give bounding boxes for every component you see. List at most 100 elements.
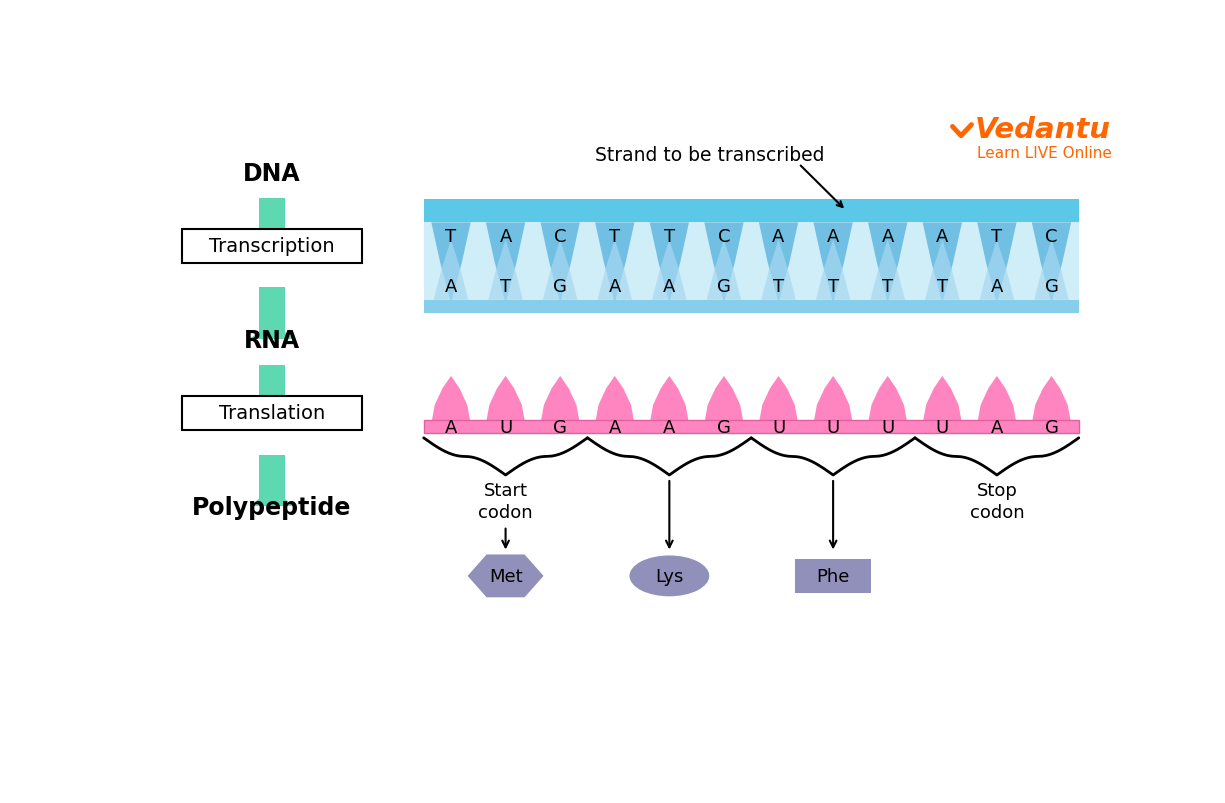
Polygon shape	[595, 223, 635, 304]
Polygon shape	[925, 240, 959, 300]
Text: A: A	[500, 228, 512, 246]
Polygon shape	[760, 377, 797, 421]
Polygon shape	[543, 240, 577, 300]
Text: A: A	[445, 278, 457, 296]
Text: T: T	[991, 228, 1002, 246]
Polygon shape	[922, 223, 962, 304]
Polygon shape	[649, 223, 688, 304]
Polygon shape	[758, 223, 799, 304]
Text: Strand to be transcribed: Strand to be transcribed	[594, 145, 824, 165]
Text: A: A	[609, 278, 621, 296]
Text: T: T	[828, 278, 839, 296]
Text: Translation: Translation	[219, 403, 325, 422]
Ellipse shape	[630, 556, 709, 597]
Polygon shape	[652, 240, 687, 300]
Bar	[424, 300, 1079, 314]
Text: Stop
codon: Stop codon	[969, 482, 1024, 522]
Polygon shape	[816, 240, 850, 300]
Text: T: T	[500, 278, 511, 296]
Polygon shape	[1034, 240, 1068, 300]
Polygon shape	[761, 240, 796, 300]
Polygon shape	[598, 240, 632, 300]
Polygon shape	[980, 240, 1014, 300]
Bar	[258, 365, 285, 417]
Polygon shape	[486, 223, 526, 304]
Polygon shape	[869, 377, 906, 421]
Text: RNA: RNA	[244, 328, 300, 353]
Polygon shape	[250, 489, 294, 507]
Text: A: A	[991, 278, 1003, 296]
Polygon shape	[250, 399, 294, 417]
Text: T: T	[609, 228, 620, 246]
Text: Transcription: Transcription	[209, 237, 334, 255]
Polygon shape	[650, 377, 688, 421]
Polygon shape	[250, 232, 294, 250]
Text: U: U	[936, 418, 949, 436]
Text: G: G	[1045, 278, 1058, 296]
Polygon shape	[468, 555, 544, 597]
Text: T: T	[882, 278, 893, 296]
Text: Start
codon: Start codon	[478, 482, 533, 522]
Polygon shape	[489, 240, 523, 300]
Polygon shape	[978, 377, 1016, 421]
Text: U: U	[827, 418, 840, 436]
Text: Vedantu: Vedantu	[974, 116, 1110, 144]
Text: C: C	[718, 228, 730, 246]
Text: A: A	[663, 278, 675, 296]
Text: Phe: Phe	[816, 567, 850, 585]
Text: T: T	[664, 228, 675, 246]
Polygon shape	[813, 223, 853, 304]
Polygon shape	[978, 223, 1017, 304]
Polygon shape	[434, 240, 468, 300]
Text: A: A	[772, 228, 785, 246]
Text: T: T	[446, 228, 457, 246]
Text: A: A	[827, 228, 839, 246]
Bar	[258, 455, 285, 507]
Bar	[795, 559, 871, 593]
Text: G: G	[554, 418, 567, 436]
Text: Polypeptide: Polypeptide	[192, 495, 352, 520]
Text: G: G	[717, 278, 731, 296]
Polygon shape	[869, 223, 908, 304]
Polygon shape	[541, 377, 579, 421]
Text: Learn LIVE Online: Learn LIVE Online	[978, 146, 1112, 161]
Text: G: G	[1045, 418, 1058, 436]
Text: T: T	[773, 278, 784, 296]
Text: T: T	[937, 278, 948, 296]
Polygon shape	[595, 377, 633, 421]
Text: Met: Met	[489, 567, 522, 585]
Text: A: A	[445, 418, 457, 436]
Text: U: U	[772, 418, 785, 436]
Polygon shape	[704, 223, 744, 304]
Bar	[424, 200, 1079, 314]
Polygon shape	[250, 322, 294, 340]
Bar	[424, 421, 1079, 434]
Polygon shape	[486, 377, 524, 421]
Text: G: G	[717, 418, 731, 436]
Text: A: A	[663, 418, 675, 436]
Polygon shape	[432, 377, 470, 421]
Polygon shape	[431, 223, 470, 304]
Polygon shape	[707, 240, 741, 300]
Text: A: A	[882, 228, 894, 246]
Polygon shape	[540, 223, 579, 304]
Text: U: U	[499, 418, 512, 436]
Text: A: A	[991, 418, 1003, 436]
Bar	[424, 200, 1079, 223]
Polygon shape	[1031, 223, 1071, 304]
Text: C: C	[1045, 228, 1057, 246]
Polygon shape	[813, 377, 853, 421]
Text: U: U	[881, 418, 894, 436]
Polygon shape	[871, 240, 905, 300]
Bar	[181, 396, 363, 430]
Text: DNA: DNA	[243, 161, 300, 185]
Bar	[258, 288, 285, 340]
Polygon shape	[704, 377, 744, 421]
Bar	[258, 198, 285, 250]
Text: A: A	[936, 228, 948, 246]
Polygon shape	[924, 377, 962, 421]
Polygon shape	[1033, 377, 1071, 421]
Text: G: G	[554, 278, 567, 296]
Bar	[181, 230, 363, 263]
Text: A: A	[609, 418, 621, 436]
